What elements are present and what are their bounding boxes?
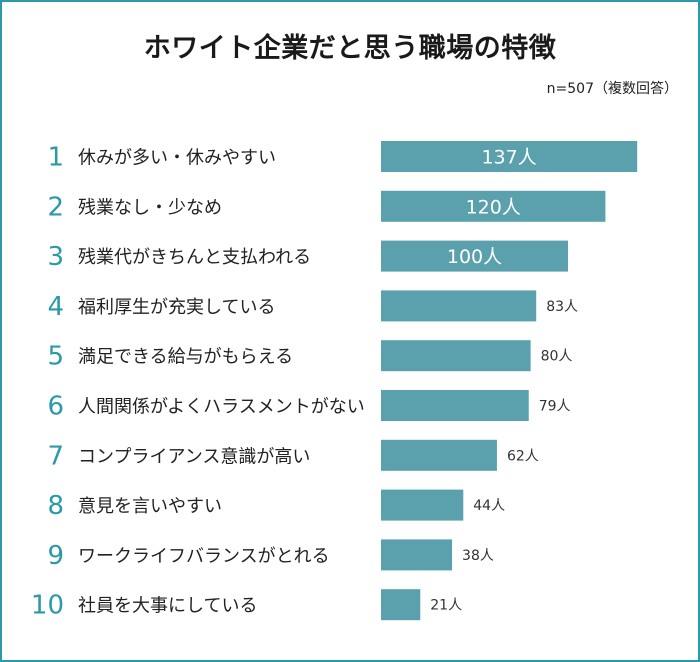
rank-number: 5: [47, 342, 64, 372]
category-label: 人間関係がよくハラスメントがない: [78, 397, 365, 418]
value-label: 44人: [473, 498, 505, 514]
rank-number: 9: [47, 541, 64, 571]
rank-number: 4: [47, 292, 64, 322]
bar: [381, 240, 568, 272]
value-label: 100人: [447, 246, 502, 268]
bar: [381, 589, 421, 621]
bar: [381, 141, 638, 172]
chart-title: ホワイト企業だと思う職場の特徴: [143, 33, 557, 64]
rank-number: 7: [47, 441, 64, 471]
category-label: 休みが多い・休みやすい: [78, 148, 276, 169]
bar: [381, 390, 529, 421]
category-label: 満足できる給与がもらえる: [78, 347, 293, 368]
value-label: 62人: [507, 448, 539, 464]
category-label: 社員を大事にしている: [78, 596, 257, 617]
value-label: 83人: [546, 299, 578, 315]
value-label: 79人: [539, 399, 571, 415]
value-label: 80人: [541, 349, 573, 365]
rank-number: 8: [47, 491, 64, 521]
category-label: 意見を言いやすい: [78, 496, 222, 517]
bar: [381, 290, 537, 322]
category-label: 残業代がきちんと支払われる: [78, 247, 311, 268]
category-label: コンプライアンス意識が高い: [78, 446, 310, 467]
bar: [381, 439, 497, 471]
rank-number: 2: [47, 192, 64, 222]
category-label: ワークライフバランスがとれる: [78, 546, 330, 567]
value-label: 120人: [466, 196, 521, 218]
bar: [381, 489, 464, 521]
category-label: 福利厚生が充実している: [78, 297, 275, 318]
sample-size-note: n=507（複数回答）: [546, 81, 678, 97]
category-label: 残業なし・少なめ: [78, 197, 222, 218]
rank-number: 10: [31, 591, 64, 621]
rank-number: 6: [47, 392, 64, 422]
value-label: 21人: [430, 598, 462, 614]
value-label: 137人: [481, 147, 536, 169]
bar: [381, 539, 453, 571]
rank-number: 1: [47, 143, 64, 173]
rank-number: 3: [47, 242, 64, 272]
bar: [381, 340, 531, 372]
value-label: 38人: [462, 548, 494, 564]
bar: [381, 190, 606, 222]
